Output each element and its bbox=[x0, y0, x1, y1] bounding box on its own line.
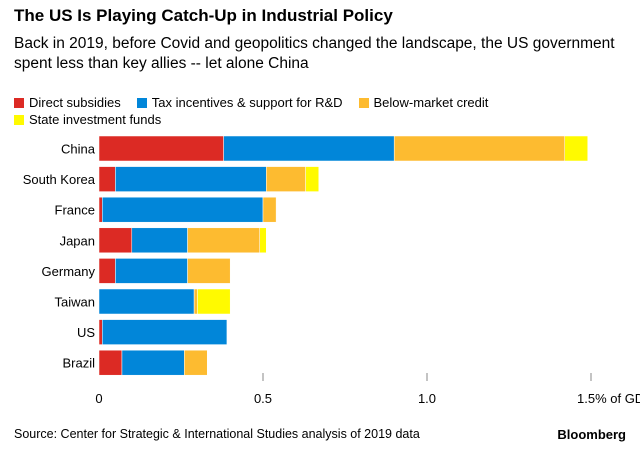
bar-segment bbox=[98, 135, 224, 162]
bar-segment bbox=[98, 196, 103, 223]
legend-item: Direct subsidies bbox=[14, 94, 121, 111]
legend: Direct subsidies Tax incentives & support… bbox=[14, 94, 614, 128]
chart-title: The US Is Playing Catch-Up in Industrial… bbox=[14, 6, 393, 25]
bar-segment bbox=[266, 166, 306, 192]
bloomberg-logo: Bloomberg bbox=[557, 427, 626, 442]
bar-segment bbox=[98, 349, 123, 376]
bar-segment bbox=[115, 258, 188, 284]
bar-segment bbox=[187, 227, 260, 254]
bar-segment bbox=[305, 166, 320, 192]
category-label: South Korea bbox=[23, 172, 96, 187]
bar-segment bbox=[131, 227, 188, 254]
legend-label: Direct subsidies bbox=[29, 95, 121, 110]
legend-label: State investment funds bbox=[29, 112, 162, 127]
bar-segment bbox=[187, 258, 231, 284]
bar-segment bbox=[393, 135, 566, 162]
legend-item: State investment funds bbox=[14, 111, 161, 128]
bar-segment bbox=[102, 319, 228, 345]
bar-segment bbox=[102, 196, 264, 223]
category-label: France bbox=[55, 203, 95, 218]
bar-segment bbox=[259, 227, 267, 254]
bar-segment bbox=[98, 319, 103, 345]
bar-segment bbox=[98, 288, 195, 315]
x-tick-label: 0.5 bbox=[254, 391, 272, 406]
legend-label: Below-market credit bbox=[373, 95, 489, 110]
legend-item: Below-market credit bbox=[358, 94, 489, 111]
bar-segment bbox=[193, 288, 198, 315]
x-tick-label: 1.5% of GDP bbox=[577, 391, 640, 406]
bar-segment bbox=[115, 166, 267, 192]
legend-swatch bbox=[14, 97, 24, 108]
category-label: US bbox=[77, 325, 95, 340]
bar-segment bbox=[223, 135, 395, 162]
legend-swatch bbox=[358, 97, 369, 108]
legend-swatch bbox=[136, 97, 147, 108]
bar-segment bbox=[197, 288, 231, 315]
category-label: Japan bbox=[60, 233, 95, 248]
category-label: Brazil bbox=[62, 356, 95, 371]
category-label: Germany bbox=[42, 264, 96, 279]
bar-segment bbox=[564, 135, 588, 162]
bar-segment bbox=[98, 166, 116, 192]
bar-segment bbox=[121, 349, 185, 376]
chart-subtitle: Back in 2019, before Covid and geopoliti… bbox=[14, 35, 615, 72]
bar-segment bbox=[262, 196, 277, 223]
legend-label: Tax incentives & support for R&D bbox=[151, 95, 343, 110]
legend-swatch bbox=[14, 114, 24, 125]
x-tick-label: 0 bbox=[95, 391, 102, 406]
category-label: China bbox=[61, 142, 96, 157]
x-tick-label: 1.0 bbox=[418, 391, 436, 406]
category-label: Taiwan bbox=[55, 295, 95, 310]
bar-segment bbox=[184, 349, 208, 376]
bar-segment bbox=[98, 258, 116, 284]
source-note: Source: Center for Strategic & Internati… bbox=[14, 427, 420, 441]
bar-segment bbox=[98, 227, 133, 254]
legend-item: Tax incentives & support for R&D bbox=[136, 94, 343, 111]
